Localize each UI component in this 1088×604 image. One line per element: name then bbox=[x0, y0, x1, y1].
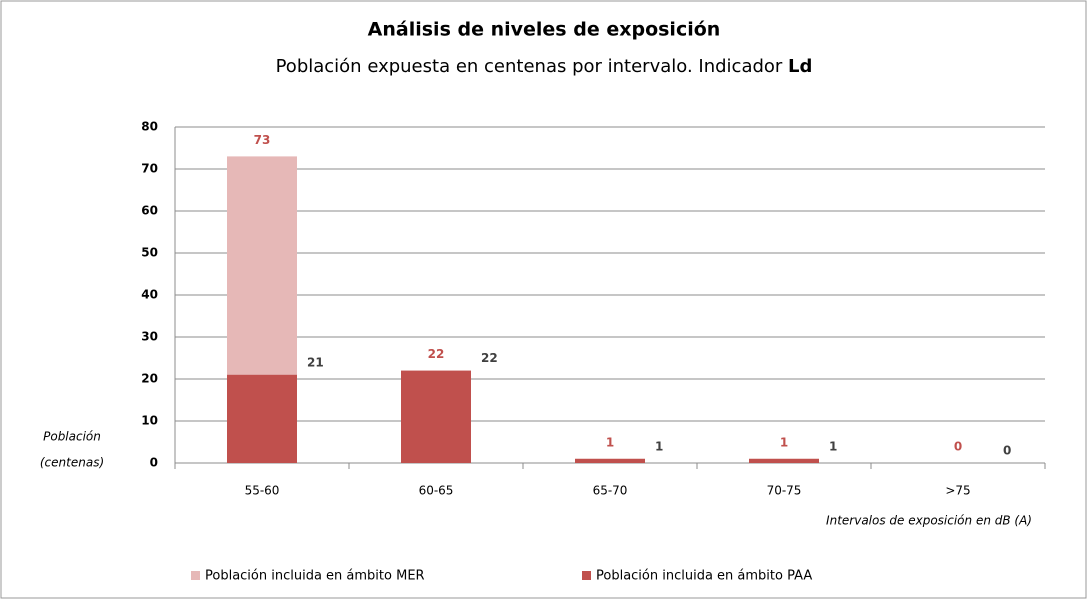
data-label: 1 bbox=[829, 439, 837, 453]
data-label: 1 bbox=[655, 439, 663, 453]
legend-swatch bbox=[191, 571, 200, 580]
chart-subtitle: Población expuesta en centenas por inter… bbox=[276, 56, 813, 77]
x-tick-label: 60-65 bbox=[419, 484, 454, 498]
subtitle-emphasis: Ld bbox=[788, 56, 812, 77]
data-label: 73 bbox=[254, 133, 271, 147]
data-label: 22 bbox=[481, 351, 498, 365]
y-tick-label: 10 bbox=[141, 414, 158, 428]
bar bbox=[575, 458, 645, 463]
y-tick-label: 80 bbox=[141, 120, 158, 134]
y-tick-label: 70 bbox=[141, 162, 158, 176]
legend-label: Población incluida en ámbito PAA bbox=[596, 569, 812, 584]
data-label: 21 bbox=[307, 355, 324, 369]
chart-title: Análisis de niveles de exposición bbox=[368, 19, 721, 41]
y-tick-label: 20 bbox=[141, 372, 158, 386]
bar bbox=[749, 458, 819, 463]
y-tick-label: 0 bbox=[150, 456, 158, 470]
x-tick-label: 70-75 bbox=[767, 484, 802, 498]
x-tick-label: 55-60 bbox=[245, 484, 280, 498]
legend-swatch bbox=[582, 571, 591, 580]
legend-label: Población incluida en ámbito MER bbox=[205, 569, 425, 584]
y-axis-label: Población bbox=[43, 430, 101, 444]
bar bbox=[401, 370, 471, 463]
y-tick-label: 30 bbox=[141, 330, 158, 344]
y-tick-label: 40 bbox=[141, 288, 158, 302]
data-label: 22 bbox=[428, 347, 445, 361]
y-tick-label: 60 bbox=[141, 204, 158, 218]
y-axis-label: (centenas) bbox=[40, 456, 104, 470]
subtitle-text: Población expuesta en centenas por inter… bbox=[276, 56, 783, 77]
x-tick-label: >75 bbox=[945, 484, 970, 498]
data-label: 1 bbox=[780, 435, 788, 449]
x-tick-label: 65-70 bbox=[593, 484, 628, 498]
bar bbox=[227, 374, 297, 463]
x-axis-label: Intervalos de exposición en dB (A) bbox=[826, 514, 1032, 528]
y-tick-label: 50 bbox=[141, 246, 158, 260]
data-label: 0 bbox=[954, 440, 962, 454]
data-label: 0 bbox=[1003, 444, 1011, 458]
data-label: 1 bbox=[606, 435, 614, 449]
